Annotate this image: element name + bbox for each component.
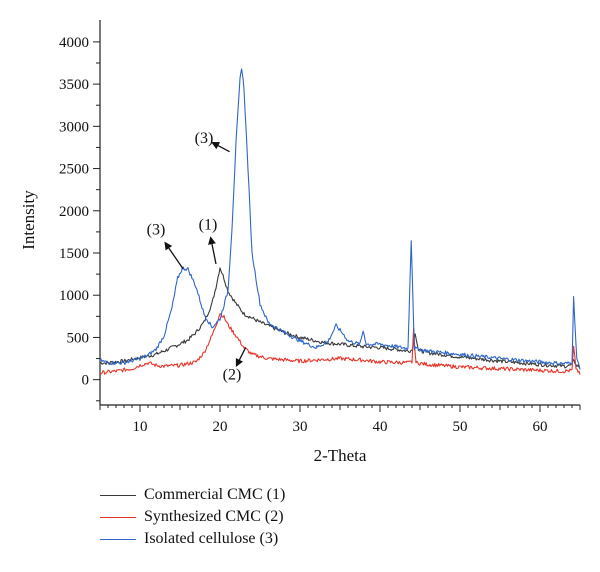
- y-tick-label: 500: [67, 330, 90, 346]
- y-tick-label: 1000: [59, 288, 89, 304]
- annotation-arrow: [211, 141, 230, 153]
- series-line-3: [99, 68, 581, 370]
- y-tick-label: 1500: [59, 246, 89, 262]
- legend-item: Isolated cellulose (3): [100, 528, 285, 550]
- y-tick-label: 3000: [59, 119, 89, 135]
- annotation-label: (3): [147, 221, 166, 238]
- annotation-arrow: [164, 241, 184, 270]
- legend-swatch: [100, 494, 136, 496]
- legend-swatch: [100, 516, 136, 518]
- series-line-2: [99, 313, 581, 375]
- x-axis-title: 2-Theta: [314, 446, 367, 465]
- annotation-label: (3): [195, 130, 214, 147]
- x-tick-label: 30: [293, 419, 308, 435]
- y-tick-label: 3500: [59, 77, 89, 93]
- x-tick-label: 40: [373, 419, 388, 435]
- legend-swatch: [100, 538, 136, 540]
- x-tick-label: 50: [453, 419, 468, 435]
- y-tick-label: 4000: [59, 35, 89, 51]
- annotation-label: (1): [199, 216, 218, 233]
- series-line-1: [99, 267, 581, 369]
- y-tick-label: 2500: [59, 162, 89, 178]
- legend-item: Synthesized CMC (2): [100, 506, 285, 528]
- series-lines: [99, 68, 581, 375]
- legend-label: Synthesized CMC (2): [144, 508, 284, 525]
- legend: Commercial CMC (1) Synthesized CMC (2) I…: [100, 484, 285, 550]
- y-axis: 0 500 1000 1500 2000 2500 3000 3500 4000: [59, 20, 101, 405]
- annotation-arrow: [235, 347, 247, 367]
- annotations: (3) (1) (3) (2): [147, 130, 247, 384]
- y-axis-title: Intensity: [19, 190, 38, 250]
- x-tick-label: 10: [133, 419, 148, 435]
- x-axis: 10 20 30 40 50 60: [99, 404, 581, 435]
- legend-label: Commercial CMC (1): [144, 486, 286, 503]
- annotation-label: (2): [223, 367, 242, 384]
- x-tick-label: 20: [213, 419, 228, 435]
- annotation-arrow: [208, 236, 217, 265]
- legend-label: Isolated cellulose (3): [144, 530, 279, 547]
- legend-item: Commercial CMC (1): [100, 484, 285, 506]
- y-tick-label: 0: [82, 373, 90, 389]
- y-tick-label: 2000: [59, 204, 89, 220]
- x-tick-label: 60: [533, 419, 548, 435]
- xrd-chart: 0 500 1000 1500 2000 2500 3000 3500 4000 10 20 30 4…: [19, 20, 581, 465]
